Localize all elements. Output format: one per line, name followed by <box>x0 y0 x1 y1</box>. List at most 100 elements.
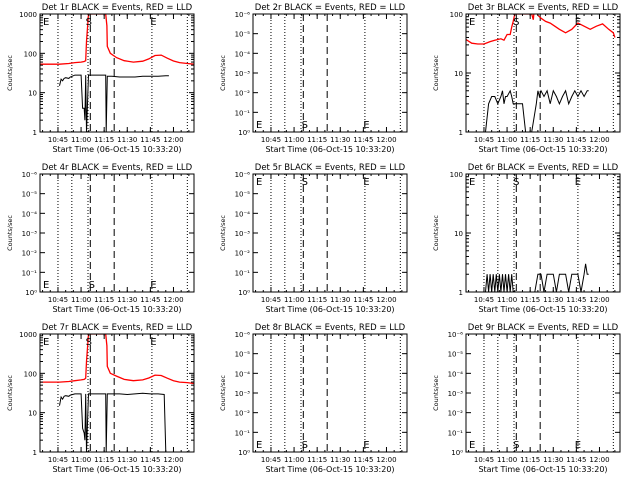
y-tick-label: 10⁻⁵ <box>235 191 251 199</box>
x-tick-label: 12:00 <box>376 296 396 304</box>
s-marker-label: S <box>302 440 308 451</box>
e-marker-label: E <box>150 17 156 28</box>
x-tick-label: 11:00 <box>71 136 91 144</box>
x-tick-label: 12:00 <box>589 296 609 304</box>
events-series-line <box>485 263 589 292</box>
s-marker-label: S <box>89 280 95 291</box>
panel-det-6r: Det 6r BLACK = Events, RED = LLD 1 10 100 10… <box>432 163 621 314</box>
x-axis-label: Start Time (06-Oct-15 10:33:20) <box>478 305 607 314</box>
x-tick-label: 10:45 <box>48 136 68 144</box>
x-axis-label: Start Time (06-Oct-15 10:33:20) <box>478 465 607 474</box>
s-marker-label: S <box>86 337 92 348</box>
y-tick-label: 10⁻³ <box>235 230 251 238</box>
x-tick-label: 12:00 <box>376 456 396 464</box>
x-tick-label: 11:00 <box>71 456 91 464</box>
x-tick-label: 11:00 <box>497 296 517 304</box>
left-e-label: E <box>469 17 475 28</box>
s-marker-label: S <box>513 440 519 451</box>
y-tick-label: 10⁻⁴ <box>22 210 38 218</box>
y-tick-label: 10⁻¹ <box>235 429 251 437</box>
y-axis-label: Counts/sec <box>219 55 227 91</box>
panel-title: Det 4r BLACK = Events, RED = LLD <box>42 163 193 173</box>
x-tick-label: 11:30 <box>117 296 137 304</box>
y-tick-label: 10⁻² <box>235 250 251 258</box>
y-axis-label: Counts/sec <box>432 375 440 411</box>
y-tick-label: 10 <box>454 230 463 238</box>
x-tick-label: 11:15 <box>520 456 540 464</box>
x-tick-label: 11:45 <box>353 136 373 144</box>
s-marker-label: S <box>86 17 92 28</box>
x-tick-label: 12:00 <box>589 456 609 464</box>
s-marker-label: S <box>513 177 519 188</box>
x-tick-label: 10:45 <box>261 296 281 304</box>
y-tick-label: 10 <box>454 70 463 78</box>
y-tick-label: 10⁻³ <box>448 390 464 398</box>
x-tick-label: 11:15 <box>307 136 327 144</box>
x-tick-label: 11:15 <box>307 296 327 304</box>
y-tick-label: 10⁻⁵ <box>235 351 251 359</box>
x-tick-label: 11:00 <box>284 136 304 144</box>
panel-title: Det 8r BLACK = Events, RED = LLD <box>255 323 406 333</box>
y-axis-label: Counts/sec <box>6 55 14 91</box>
y-tick-label: 10⁻⁶ <box>448 331 464 339</box>
x-axis-label: Start Time (06-Oct-15 10:33:20) <box>52 145 181 154</box>
y-tick-label: 1 <box>33 129 37 137</box>
y-tick-label: 10⁻² <box>448 410 464 418</box>
y-axis-label: Counts/sec <box>219 375 227 411</box>
x-tick-label: 10:45 <box>48 296 68 304</box>
x-tick-label: 11:15 <box>520 296 540 304</box>
plot-frame <box>252 13 408 133</box>
events-series-line <box>59 392 167 452</box>
x-tick-label: 11:00 <box>284 296 304 304</box>
data-layer <box>40 14 194 132</box>
s-marker-label: S <box>302 120 308 131</box>
x-tick-label: 10:45 <box>474 296 494 304</box>
panel-det-3r: Det 3r BLACK = Events, RED = LLD 1 10 100 10… <box>432 3 621 154</box>
e-marker-label: E <box>150 337 156 348</box>
y-tick-label: 10⁻⁴ <box>235 50 251 58</box>
panel-title: Det 7r BLACK = Events, RED = LLD <box>42 323 193 333</box>
y-tick-label: 10⁰ <box>238 449 250 457</box>
left-e-label: E <box>256 120 262 131</box>
x-tick-label: 11:45 <box>353 456 373 464</box>
y-axis-label: Counts/sec <box>6 215 14 251</box>
x-tick-label: 11:45 <box>353 296 373 304</box>
y-tick-label: 10⁻¹ <box>235 269 251 277</box>
panel-det-4r: Det 4r BLACK = Events, RED = LLD 10⁰ 10⁻¹ 1… <box>6 163 195 314</box>
events-series-line <box>485 89 589 132</box>
plot-frame <box>39 13 195 133</box>
left-e-label: E <box>43 280 49 291</box>
y-tick-label: 10⁰ <box>451 449 463 457</box>
y-tick-label: 10⁻⁶ <box>235 331 251 339</box>
panel-det-2r: Det 2r BLACK = Events, RED = LLD 10⁰ 10⁻¹ 1… <box>219 3 408 154</box>
e-marker-label: E <box>575 177 581 188</box>
e-marker-label: E <box>575 440 581 451</box>
y-tick-label: 100 <box>24 370 37 378</box>
x-tick-label: 11:30 <box>117 456 137 464</box>
panel-title: Det 1r BLACK = Events, RED = LLD <box>42 3 193 13</box>
plot-frame <box>39 333 195 453</box>
y-tick-label: 10⁻⁴ <box>448 370 464 378</box>
data-layer <box>40 334 194 452</box>
x-tick-label: 11:30 <box>543 456 563 464</box>
left-e-label: E <box>43 337 49 348</box>
y-tick-label: 10⁰ <box>238 129 250 137</box>
y-tick-label: 10⁻¹ <box>448 429 464 437</box>
plot-frame <box>252 333 408 453</box>
panel-det-5r: Det 5r BLACK = Events, RED = LLD 10⁰ 10⁻¹ 1… <box>219 163 408 314</box>
y-axis-label: Counts/sec <box>219 215 227 251</box>
lld-series-line <box>40 334 194 385</box>
x-tick-label: 11:30 <box>330 456 350 464</box>
x-axis-label: Start Time (06-Oct-15 10:33:20) <box>478 145 607 154</box>
x-tick-label: 11:30 <box>330 136 350 144</box>
panel-title: Det 5r BLACK = Events, RED = LLD <box>255 163 406 173</box>
left-e-label: E <box>469 177 475 188</box>
e-marker-label: E <box>363 177 369 188</box>
plot-frame <box>39 173 195 293</box>
x-tick-label: 11:15 <box>307 456 327 464</box>
y-tick-label: 100 <box>450 11 463 19</box>
y-axis-label: Counts/sec <box>6 375 14 411</box>
x-tick-label: 12:00 <box>163 296 183 304</box>
plot-frame <box>465 333 621 453</box>
y-axis-label: Counts/sec <box>432 55 440 91</box>
